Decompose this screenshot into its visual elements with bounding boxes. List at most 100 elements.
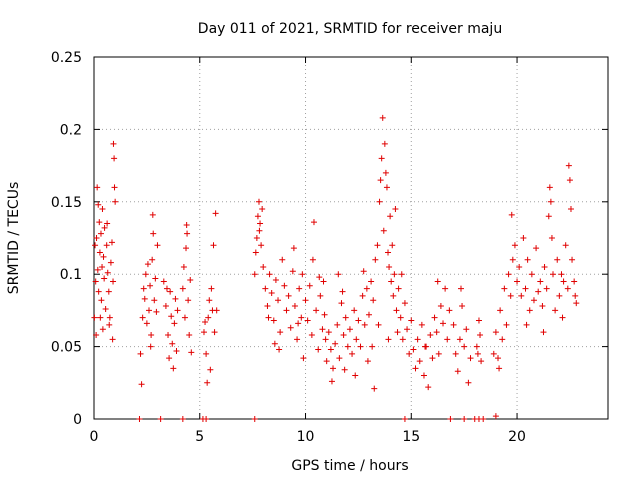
axis-ticks — [93, 56, 608, 420]
data-point — [420, 372, 427, 379]
x-tick-label: 5 — [195, 429, 204, 445]
data-point — [137, 350, 144, 357]
data-point — [385, 249, 392, 256]
data-point — [351, 307, 358, 314]
data-point — [255, 198, 262, 205]
data-point — [149, 211, 156, 218]
data-point — [338, 300, 345, 307]
data-point — [100, 253, 107, 260]
data-point — [310, 219, 317, 226]
data-point — [379, 114, 386, 121]
data-point — [147, 282, 154, 289]
data-point — [330, 365, 337, 372]
data-point — [571, 278, 578, 285]
data-point — [103, 242, 110, 249]
data-point — [309, 256, 316, 263]
data-point — [145, 307, 152, 314]
y-tick-label: 0.15 — [51, 195, 82, 211]
data-point — [268, 290, 275, 297]
data-point — [306, 282, 313, 289]
data-point — [96, 219, 103, 226]
data-point — [202, 318, 209, 325]
data-point — [313, 307, 320, 314]
data-point — [328, 378, 335, 385]
data-point — [104, 269, 111, 276]
data-point — [97, 314, 104, 321]
data-point — [270, 317, 277, 324]
data-point — [172, 295, 179, 302]
data-point — [332, 340, 339, 347]
data-point — [101, 275, 108, 282]
data-point — [315, 346, 322, 353]
data-point — [492, 329, 499, 336]
data-point — [112, 198, 119, 205]
data-point — [207, 366, 214, 373]
data-point — [526, 307, 533, 314]
data-point — [518, 292, 525, 299]
data-point — [408, 317, 415, 324]
data-point — [106, 321, 113, 328]
data-point — [325, 329, 332, 336]
data-point — [569, 256, 576, 263]
data-point — [110, 278, 117, 285]
data-point — [92, 242, 99, 249]
data-point — [183, 245, 190, 252]
data-point — [283, 307, 290, 314]
data-point — [206, 297, 213, 304]
data-point — [203, 416, 210, 422]
data-point — [431, 314, 438, 321]
data-point — [94, 266, 101, 273]
data-point — [355, 317, 362, 324]
data-point — [492, 413, 499, 420]
data-point — [323, 358, 330, 365]
data-point — [444, 336, 451, 343]
data-point — [435, 350, 442, 357]
data-point — [211, 329, 218, 336]
data-point — [548, 235, 555, 241]
data-point — [252, 249, 259, 256]
data-point — [144, 261, 151, 268]
data-point — [516, 263, 523, 270]
data-point — [567, 206, 574, 213]
data-point — [143, 320, 150, 327]
data-point — [316, 274, 323, 281]
data-point — [573, 300, 580, 307]
data-point — [530, 297, 537, 304]
data-point — [99, 263, 106, 270]
data-point — [386, 263, 393, 270]
data-point — [265, 314, 272, 321]
data-point — [93, 332, 100, 339]
data-point — [394, 329, 401, 336]
data-point — [566, 177, 573, 184]
data-point — [374, 242, 381, 249]
data-point — [457, 285, 464, 292]
data-point — [540, 329, 547, 336]
data-point — [520, 235, 527, 241]
data-point — [200, 329, 207, 336]
data-point — [547, 198, 554, 205]
data-point — [142, 271, 149, 278]
data-point — [165, 332, 172, 339]
data-point — [179, 416, 186, 422]
data-point — [171, 320, 178, 327]
data-point — [499, 336, 506, 343]
data-point — [275, 297, 282, 304]
data-point — [102, 305, 109, 312]
data-point — [550, 271, 557, 278]
data-point — [446, 307, 453, 314]
data-point — [533, 245, 540, 252]
data-point — [91, 314, 98, 321]
data-point — [480, 416, 487, 422]
data-point — [398, 271, 405, 278]
data-point — [253, 235, 260, 241]
data-point — [474, 350, 481, 357]
data-point — [523, 321, 530, 328]
data-point — [562, 242, 569, 249]
data-point — [390, 292, 397, 299]
data-point — [97, 230, 104, 237]
data-point — [376, 198, 383, 205]
data-point — [401, 300, 408, 307]
data-point — [150, 230, 157, 237]
data-point — [537, 278, 544, 285]
data-point — [372, 256, 379, 263]
